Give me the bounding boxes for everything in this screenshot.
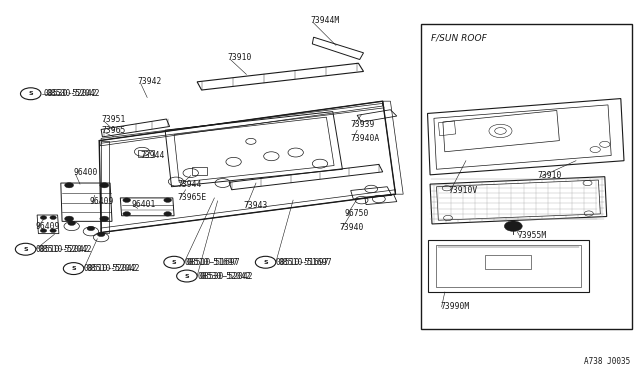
Text: 08510-52042: 08510-52042 xyxy=(35,245,89,254)
Circle shape xyxy=(164,212,172,216)
Text: 73951: 73951 xyxy=(101,115,125,124)
Text: S: S xyxy=(263,260,268,265)
Text: S: S xyxy=(172,260,177,265)
Text: 96409: 96409 xyxy=(35,222,60,231)
Text: S: S xyxy=(23,247,28,252)
Text: S: S xyxy=(184,273,189,279)
Text: S: S xyxy=(71,266,76,271)
Bar xyxy=(192,167,207,175)
Text: 73990M: 73990M xyxy=(440,302,470,311)
Circle shape xyxy=(50,216,56,219)
Text: 08510-52042: 08510-52042 xyxy=(86,264,140,273)
Circle shape xyxy=(40,216,47,219)
Bar xyxy=(421,24,632,329)
Circle shape xyxy=(504,221,522,231)
Text: 73940: 73940 xyxy=(339,223,364,232)
Text: 73965E: 73965E xyxy=(178,193,207,202)
Text: 96409: 96409 xyxy=(90,197,114,206)
Text: 96401: 96401 xyxy=(131,200,156,209)
Text: 08510-51697: 08510-51697 xyxy=(187,258,241,267)
Text: 08510-51697: 08510-51697 xyxy=(184,258,238,267)
Circle shape xyxy=(68,221,76,225)
Circle shape xyxy=(40,229,47,232)
Text: 73910: 73910 xyxy=(538,171,562,180)
Circle shape xyxy=(164,198,172,202)
Text: S: S xyxy=(28,91,33,96)
Circle shape xyxy=(65,216,74,221)
Text: 73943: 73943 xyxy=(243,201,268,210)
Text: 96750: 96750 xyxy=(344,209,369,218)
Text: F/SUN ROOF: F/SUN ROOF xyxy=(431,33,486,42)
Circle shape xyxy=(87,226,95,231)
Text: 73944: 73944 xyxy=(178,180,202,189)
Text: 08510-52042: 08510-52042 xyxy=(38,245,92,254)
Text: 08530-52042: 08530-52042 xyxy=(44,89,97,98)
Text: 73942: 73942 xyxy=(138,77,162,86)
Text: 73965: 73965 xyxy=(101,126,125,135)
Text: 08510-51697: 08510-51697 xyxy=(275,258,329,267)
Text: 96400: 96400 xyxy=(74,169,98,177)
Text: 73910V: 73910V xyxy=(448,186,477,195)
Text: 73944M: 73944M xyxy=(310,16,340,25)
Circle shape xyxy=(50,229,56,232)
Text: 08510-52042: 08510-52042 xyxy=(83,264,137,273)
Text: 73940A: 73940A xyxy=(351,134,380,143)
Circle shape xyxy=(97,232,105,237)
Circle shape xyxy=(123,198,131,202)
Text: 73939: 73939 xyxy=(351,120,375,129)
Circle shape xyxy=(100,183,109,188)
Text: 73955M: 73955M xyxy=(517,231,547,240)
Bar xyxy=(138,150,154,157)
Text: 08530-52042: 08530-52042 xyxy=(197,272,251,280)
Circle shape xyxy=(123,212,131,216)
Text: 08530-52042: 08530-52042 xyxy=(200,272,253,280)
Circle shape xyxy=(65,183,74,188)
Polygon shape xyxy=(436,180,600,220)
Text: 73944: 73944 xyxy=(141,151,165,160)
Circle shape xyxy=(100,216,109,221)
Text: 73910: 73910 xyxy=(227,53,252,62)
Text: 08530-52042: 08530-52042 xyxy=(46,89,100,98)
Text: A738 J0035: A738 J0035 xyxy=(584,357,630,366)
Text: 08510-51697: 08510-51697 xyxy=(278,258,332,267)
